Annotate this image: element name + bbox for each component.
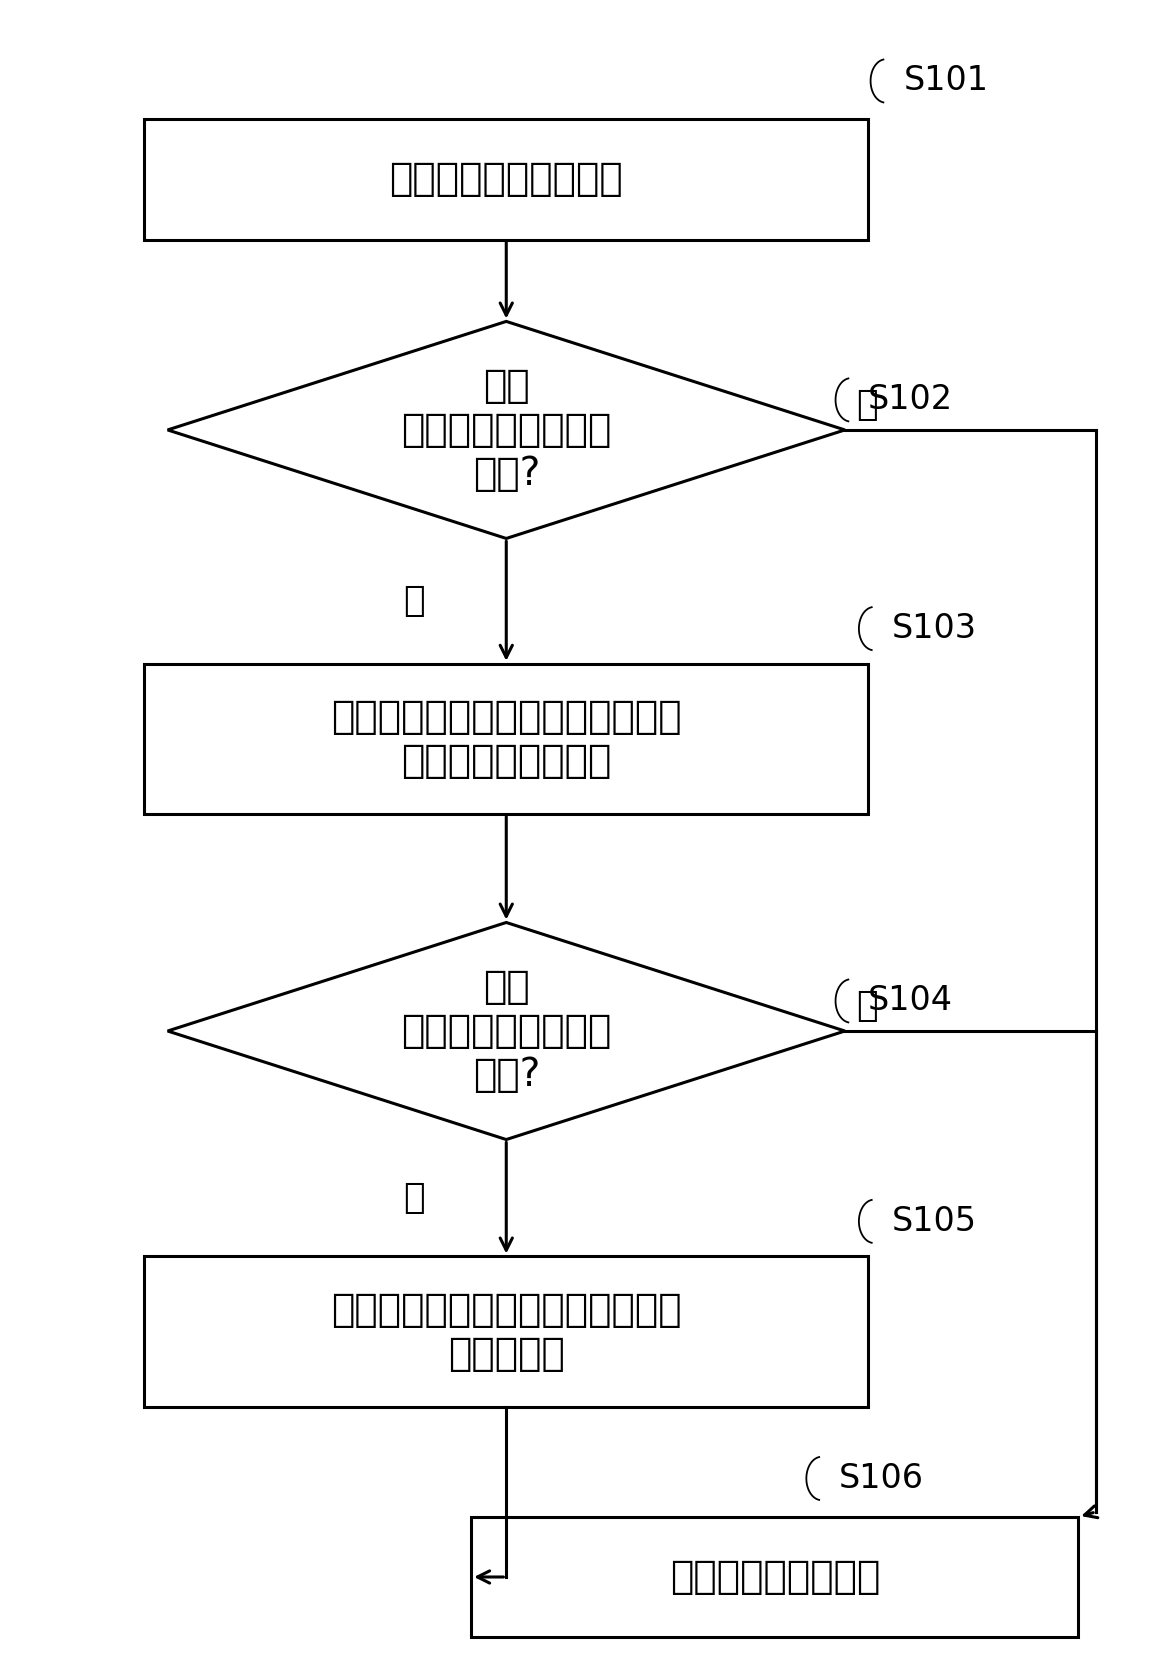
Text: 判断
全文中是否出现了敏
感词?: 判断 全文中是否出现了敏 感词? bbox=[401, 367, 612, 493]
FancyBboxPatch shape bbox=[472, 1517, 1078, 1638]
FancyBboxPatch shape bbox=[145, 664, 868, 814]
Text: 通过用户的生物特征信息对所述文
件进行加密: 通过用户的生物特征信息对所述文 件进行加密 bbox=[330, 1290, 682, 1373]
Text: S105: S105 bbox=[891, 1205, 976, 1238]
Polygon shape bbox=[168, 322, 844, 539]
Text: 是: 是 bbox=[856, 988, 878, 1024]
Text: 保持文件的属性不变: 保持文件的属性不变 bbox=[669, 1557, 880, 1596]
Text: 判断
是否收到拒绝加密的
指令?: 判断 是否收到拒绝加密的 指令? bbox=[401, 968, 612, 1094]
Text: S106: S106 bbox=[838, 1462, 924, 1495]
Text: 接收文件，并扫描全文: 接收文件，并扫描全文 bbox=[389, 161, 623, 198]
Text: S104: S104 bbox=[868, 985, 954, 1017]
Text: S102: S102 bbox=[868, 383, 954, 416]
Text: S103: S103 bbox=[891, 612, 976, 644]
Polygon shape bbox=[168, 923, 844, 1139]
Text: 否: 否 bbox=[856, 388, 878, 421]
Text: S101: S101 bbox=[903, 64, 988, 97]
FancyBboxPatch shape bbox=[145, 119, 868, 240]
Text: 否: 否 bbox=[403, 1181, 425, 1215]
Text: 发送提示信息，用于提醒用户对所
述文件进行加密处理: 发送提示信息，用于提醒用户对所 述文件进行加密处理 bbox=[330, 698, 682, 780]
Text: 是: 是 bbox=[403, 584, 425, 618]
FancyBboxPatch shape bbox=[145, 1257, 868, 1406]
